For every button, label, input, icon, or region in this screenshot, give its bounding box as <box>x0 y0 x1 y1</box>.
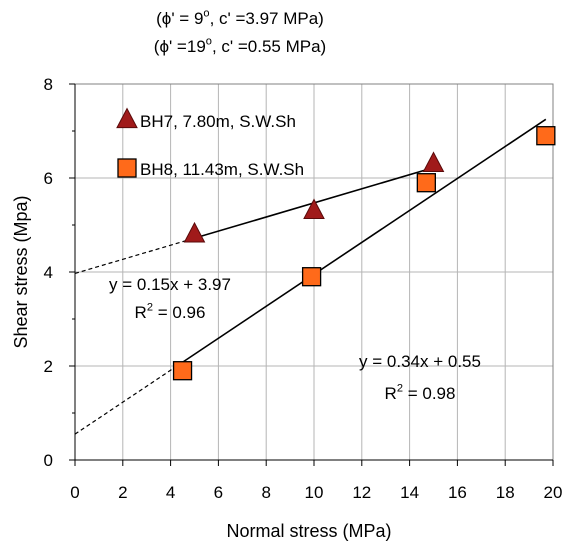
y-tick-label: 2 <box>44 357 53 376</box>
x-tick-label: 2 <box>118 483 127 502</box>
legend-label-2: BH8, 11.43m, S.W.Sh <box>140 160 304 179</box>
r-squared-1: R2 = 0.96 <box>135 301 206 322</box>
x-axis-title: Normal stress (MPa) <box>226 521 391 541</box>
data-point-s2-3 <box>416 173 436 193</box>
x-tick-label: 10 <box>305 483 324 502</box>
data-point-s2-1 <box>172 361 193 381</box>
legend-marker-1 <box>116 107 138 129</box>
y-tick-label: 0 <box>44 451 53 470</box>
x-tick-label: 8 <box>261 483 270 502</box>
fit-extrapolation-1 <box>74 237 195 274</box>
equation-2: y = 0.34x + 0.55 <box>359 352 481 371</box>
x-tick-label: 20 <box>544 483 563 502</box>
r-squared-2: R2 = 0.98 <box>385 382 456 403</box>
data-point-s2-2 <box>301 267 322 287</box>
y-axis-title: Shear stress (Mpa) <box>11 195 31 348</box>
header-line-1: (ϕ' = 9o, c' =3.97 MPa) <box>156 7 324 28</box>
x-tick-label: 12 <box>352 483 371 502</box>
legend-marker-2 <box>117 158 137 178</box>
x-tick-label: 14 <box>400 483 419 502</box>
y-tick-label: 6 <box>44 169 53 188</box>
fit-extrapolation-2 <box>74 361 183 435</box>
legend-label-1: BH7, 7.80m, S.W.Sh <box>140 112 296 131</box>
header-line-2: (ϕ' =19o, c' =0.55 MPa) <box>154 35 326 56</box>
x-tick-label: 18 <box>496 483 515 502</box>
fit-line-2 <box>182 118 547 363</box>
data-point-s1-2 <box>303 198 325 219</box>
equation-1: y = 0.15x + 3.97 <box>109 275 231 294</box>
y-tick-label: 4 <box>44 263 53 282</box>
x-tick-label: 4 <box>166 483 175 502</box>
data-point-s2-4 <box>536 126 556 146</box>
x-tick-label: 16 <box>448 483 467 502</box>
x-tick-label: 6 <box>214 483 223 502</box>
data-point-s1-3 <box>422 151 445 172</box>
x-tick-label: 0 <box>70 483 79 502</box>
y-tick-label: 8 <box>44 75 53 94</box>
data-point-s1-1 <box>183 221 206 243</box>
